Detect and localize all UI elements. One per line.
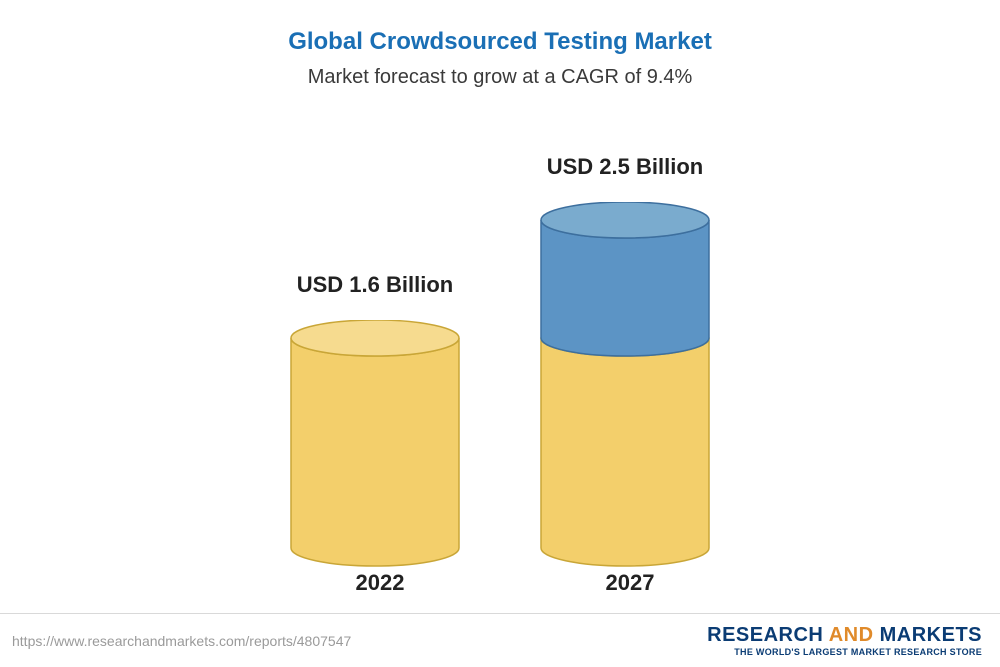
source-url: https://www.researchandmarkets.com/repor… [12,633,351,649]
cylinder-svg-2022 [290,320,460,570]
brand-word-research: RESEARCH [707,624,823,646]
chart-subtitle: Market forecast to grow at a CAGR of 9.4… [0,66,1000,89]
value-label-2022: USD 1.6 Billion [290,272,460,298]
brand-name: RESEARCH AND MARKETS [707,624,982,647]
chart-area: USD 1.6 Billion 2022 USD 2.5 Billion 2027 [0,120,1000,597]
year-label-2022: 2022 [290,570,470,596]
cylinder-svg-2027 [540,202,710,570]
year-label-2027: 2027 [540,570,720,596]
brand-word-markets: MARKETS [880,624,982,646]
chart-title: Global Crowdsourced Testing Market [0,0,1000,56]
brand-word-and: AND [829,624,874,646]
cylinder-2022: USD 1.6 Billion [290,272,460,570]
cylinder-2027: USD 2.5 Billion [540,154,710,570]
brand-tagline: THE WORLD'S LARGEST MARKET RESEARCH STOR… [707,647,982,657]
footer: https://www.researchandmarkets.com/repor… [0,613,1000,667]
brand-logo: RESEARCH AND MARKETS THE WORLD'S LARGEST… [707,624,982,657]
value-label-2027: USD 2.5 Billion [540,154,710,180]
